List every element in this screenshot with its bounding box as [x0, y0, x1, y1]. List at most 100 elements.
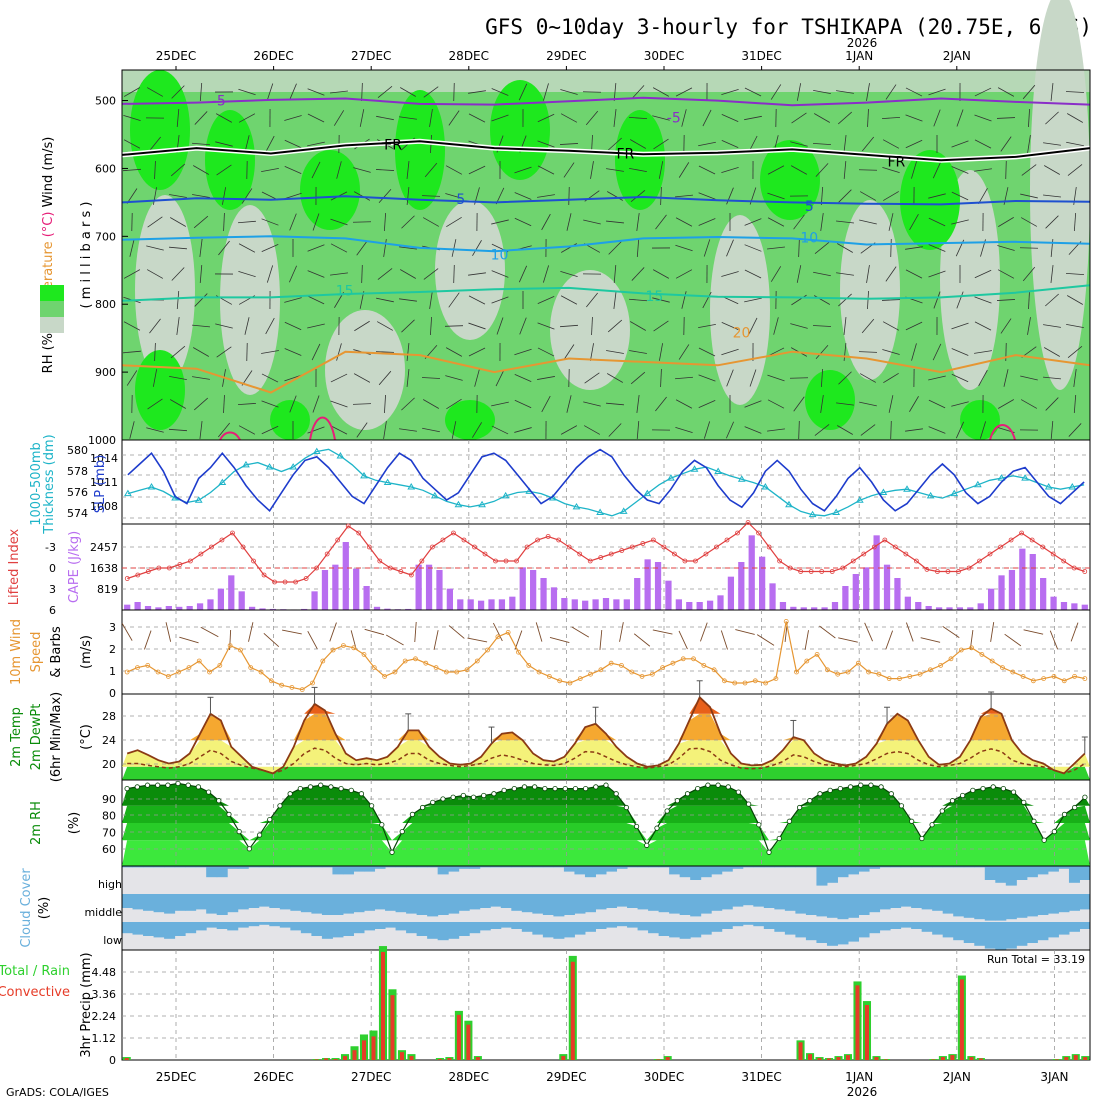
wind-barb [560, 425, 578, 435]
cloud-bar-low [942, 922, 954, 938]
wind-speed-marker [454, 669, 460, 675]
cloud-bar-high [174, 866, 186, 868]
wind-speed-marker [526, 663, 532, 668]
wind-barb [858, 351, 878, 353]
cloud-bar-high [385, 866, 397, 868]
wind-barb [307, 141, 325, 147]
wind-speed-marker [794, 669, 799, 675]
rh-marker [267, 816, 273, 823]
precip-conv-bar [855, 985, 860, 1060]
date-label-top: 1JAN [845, 49, 873, 63]
wind-barb [376, 321, 394, 331]
cloud-bar-middle [595, 894, 607, 910]
precip-conv-bar [959, 979, 964, 1060]
cloud-bar-high [300, 866, 312, 868]
surface-wind-barb [307, 630, 318, 650]
wind-barb [377, 268, 393, 280]
wind-barb [401, 397, 415, 411]
wind-barb [491, 425, 509, 435]
rh-marker [623, 804, 629, 811]
cloud-bar-high [216, 866, 228, 878]
wind-speed-marker [1082, 676, 1088, 681]
lifted-index-marker [1029, 537, 1035, 543]
wind-barb [537, 295, 555, 305]
wind-barb [491, 296, 509, 304]
wind-barb [860, 424, 876, 436]
wind-barb [1066, 323, 1084, 329]
surface-wind-barb [282, 629, 302, 635]
thickness-marker [903, 485, 911, 492]
wind-speed-marker [722, 678, 727, 684]
cloud-bar-middle [521, 894, 533, 913]
cloud-bar-high [795, 866, 807, 868]
wind-speed-marker [238, 647, 243, 653]
lifted-index-marker [987, 551, 993, 557]
wind-speed-marker [1020, 674, 1026, 679]
wind-barb [629, 350, 647, 354]
thickness-marker [997, 474, 1006, 481]
temp-units: (°C) [79, 724, 94, 750]
rh-marker [470, 794, 477, 800]
wind-barb [796, 265, 802, 283]
wind-barb [881, 116, 901, 120]
thickness-marker [242, 460, 250, 468]
wind-speed-marker [1000, 665, 1005, 670]
precip-conv-bar [1064, 1057, 1069, 1060]
wind-barb [636, 420, 640, 440]
wind-barb [629, 139, 647, 149]
cloud-bar-low [837, 922, 849, 945]
wind-barb [376, 297, 394, 303]
wind-barb [675, 217, 693, 227]
wind-barb [1019, 247, 1039, 249]
cape-bar [373, 606, 381, 610]
wind-barb [215, 113, 233, 123]
wind-barb [1000, 318, 1012, 334]
wind-barb [836, 272, 854, 276]
wind-barb [1027, 135, 1031, 153]
rh-high-area [135, 350, 185, 430]
wind-barb [928, 217, 946, 227]
cloud-bar-high [479, 866, 491, 868]
cloud-bar-low [648, 922, 660, 934]
cape-tick: 1638 [90, 562, 118, 575]
precip-tick: 0 [109, 1054, 116, 1067]
wind-barb [1045, 293, 1059, 307]
wind-speed-marker [392, 669, 398, 675]
cloud-bar-high [290, 866, 302, 868]
cloud-bar-middle [416, 894, 428, 915]
wind-barb [353, 167, 371, 173]
wind-barb [636, 395, 640, 413]
cloud-bar-middle [879, 894, 891, 910]
wind-barb [905, 87, 923, 97]
wind-barb [721, 113, 739, 123]
cape-bar [582, 600, 589, 610]
cloud-bar-middle [300, 894, 312, 913]
thickness-marker [1068, 483, 1077, 490]
wind-barb [1043, 324, 1061, 328]
wind-barb [608, 423, 622, 437]
date-label-bottom: 26DEC [253, 1070, 293, 1084]
wind-barb [1045, 111, 1059, 125]
lifted-index-marker [282, 579, 288, 585]
rh-marker [277, 803, 283, 809]
precip-conv-bar [883, 1059, 888, 1060]
rh-marker [1021, 799, 1027, 805]
date-label-bottom: 2JAN [943, 1070, 971, 1084]
wind-barb [383, 239, 387, 257]
wind-barb [537, 194, 555, 198]
precip-conv-bar [665, 1057, 670, 1060]
wind-speed-marker [248, 665, 254, 670]
lifted-index-marker [871, 544, 877, 550]
cloud-bar-high [816, 866, 828, 886]
lifted-index-marker [956, 569, 961, 574]
wind-barb [652, 115, 670, 121]
lifted-tick: -3 [45, 541, 56, 554]
cloud-bar-middle [784, 894, 796, 911]
cloud-bar-high [995, 866, 1007, 883]
cloud-bar-low [448, 922, 460, 939]
wind-barb [951, 166, 969, 174]
cloud-bar-middle [311, 894, 323, 914]
thickness-marker [714, 467, 723, 474]
cape-bar [259, 608, 266, 610]
surface-wind-barb [200, 626, 219, 638]
